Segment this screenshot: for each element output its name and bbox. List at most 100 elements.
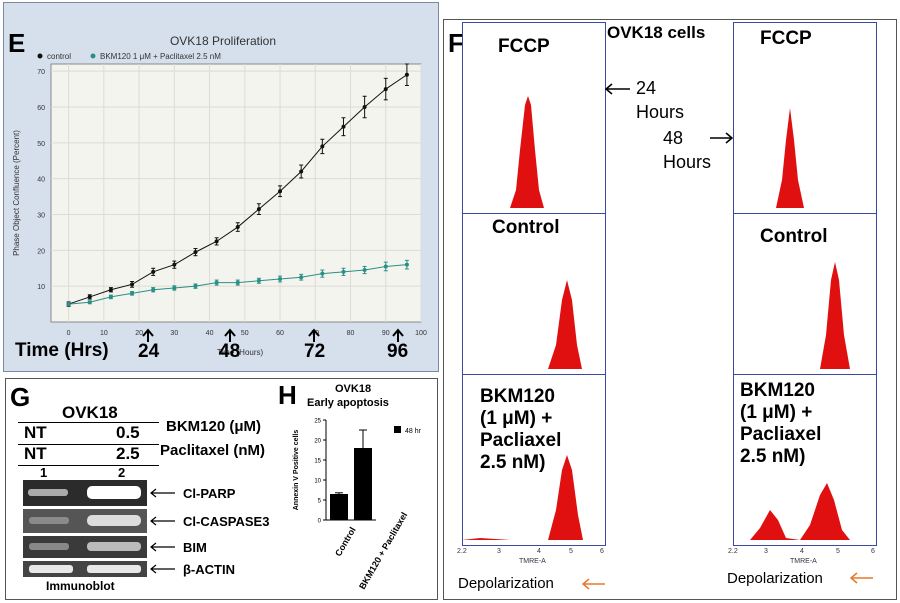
h-tick-label: 10 — [314, 479, 321, 485]
panel-e-letter: E — [8, 28, 26, 58]
g-row2-label: Paclitaxel (nM) — [160, 442, 266, 459]
g-rule-2 — [18, 444, 159, 445]
h-legend-swatch — [394, 426, 401, 433]
h-bars — [330, 429, 372, 520]
f-left-control-label: Control — [492, 217, 560, 238]
legend-control-marker — [37, 53, 43, 59]
data-point-0 — [256, 207, 261, 212]
data-point-0 — [383, 87, 388, 92]
f-right-tick-4: 5 — [836, 548, 840, 555]
data-point-0 — [278, 189, 283, 194]
blot-cl-caspase3 — [23, 509, 147, 533]
f-right-treat-line2: (1 μM) + — [740, 402, 813, 423]
blot-bim — [23, 536, 147, 558]
f-left-treat-line3: Pacliaxel — [480, 430, 562, 451]
data-point-0 — [299, 169, 304, 174]
g-cell-label: OVK18 — [62, 403, 118, 422]
panel-h-letter: H — [278, 380, 297, 410]
h-tick-label: 20 — [314, 439, 321, 445]
data-point-0 — [320, 144, 325, 149]
panel-g-letter: G — [10, 382, 31, 412]
label-24: 24 — [636, 78, 657, 98]
hist-left-treat — [462, 374, 606, 546]
data-point-1 — [256, 278, 261, 283]
time-mark-48: 48 — [219, 341, 241, 362]
h-bar-1 — [354, 448, 372, 520]
blot-bim-lane2 — [87, 542, 141, 551]
h-tick-label: 5 — [318, 499, 322, 505]
blot-actin — [23, 561, 147, 577]
data-point-1 — [404, 262, 409, 267]
g-footer: Immunoblot — [46, 579, 115, 593]
arrow-72-icon — [308, 328, 320, 342]
hist-right-treat — [733, 374, 877, 546]
f-right-treat-line4: 2.5 nM) — [740, 446, 806, 467]
g-rule-1 — [18, 422, 159, 423]
time-mark-24: 24 — [138, 341, 160, 362]
data-point-1 — [193, 284, 198, 289]
grid — [51, 64, 422, 322]
y-tick-label: 40 — [37, 177, 45, 184]
g-row2-nt: NT — [24, 444, 47, 463]
f-right-treat-line1: BKM120 — [740, 380, 815, 401]
blot-cl-parp-lane2 — [87, 486, 141, 499]
f-left-tick-1: 2.2 — [457, 548, 467, 555]
x-tick-label: 60 — [276, 330, 284, 337]
g-row1-val: 0.5 — [116, 423, 140, 442]
time-hrs-label: Time (Hrs) — [15, 340, 109, 361]
proliferation-chart: OVK18 Proliferation control BKM120 1 μM … — [12, 34, 427, 357]
blot-bim-lane1 — [29, 543, 69, 550]
x-tick-label: 30 — [170, 330, 178, 337]
blot-actin-lane2 — [87, 565, 141, 573]
g-lane-1: 1 — [40, 465, 48, 480]
y-tick-label: 70 — [37, 69, 45, 76]
x-tick-label: 80 — [347, 330, 355, 337]
x-tick-label: 20 — [135, 330, 143, 337]
data-point-0 — [130, 282, 135, 287]
data-point-1 — [341, 269, 346, 274]
h-tick-label: 0 — [318, 519, 322, 525]
blot-arrows — [150, 488, 175, 574]
arrow-48-icon — [224, 328, 236, 342]
x-tick-label: 90 — [382, 330, 390, 337]
legend-combo-marker — [90, 53, 96, 59]
depol-arrow-left-icon — [581, 578, 605, 590]
x-tick-label: 70 — [311, 330, 319, 337]
y-tick-label: 60 — [37, 105, 45, 112]
f-left-treat-label: BKM120 (1 μM) + Pacliaxel 2.5 nM) — [480, 386, 561, 474]
h-cat-combo: BKM120 + Paclitaxel — [357, 510, 409, 591]
legend-control-label: control — [47, 52, 71, 61]
x-tick-label: 100 — [415, 330, 427, 337]
data-point-1 — [108, 294, 113, 299]
arrow-96-icon — [392, 328, 404, 342]
x-axis-label: Time (Hours) — [217, 348, 264, 357]
peak-right-control — [733, 262, 875, 369]
data-point-0 — [362, 105, 367, 109]
arrow-48h-icon — [710, 132, 734, 144]
band-label-casp: Cl-CASPASE3 — [183, 514, 270, 529]
peak-right-fccp — [733, 108, 875, 208]
data-point-0 — [108, 287, 113, 292]
y-tick-label: 20 — [37, 248, 45, 255]
f-right-control-label: Control — [760, 226, 828, 247]
band-label-bim: BIM — [183, 540, 207, 555]
time-mark-72: 72 — [304, 341, 326, 362]
h-title-1: OVK18 — [335, 383, 372, 395]
f-right-fccp-label: FCCP — [760, 28, 812, 49]
blot-casp-lane1 — [29, 517, 69, 524]
peak-right-treat — [733, 483, 875, 540]
g-lane-2: 2 — [118, 465, 126, 480]
h-tick-label: 25 — [314, 419, 321, 425]
data-point-0 — [404, 72, 409, 77]
h-tick-label: 15 — [314, 459, 321, 465]
label-24-hours-word: Hours — [636, 102, 685, 122]
band-label-parp: Cl-PARP — [183, 486, 236, 501]
peak-left-control — [462, 280, 604, 369]
series-layer — [66, 63, 409, 307]
panel-f-title: OVK18 cells — [607, 23, 706, 42]
label-48-hours: 48 Hours — [663, 126, 711, 174]
hist-right-control — [733, 213, 877, 375]
data-point-0 — [172, 262, 177, 267]
label-48: 48 — [663, 128, 684, 148]
y-axis-label: Phase Object Confluence (Percent) — [12, 130, 21, 256]
